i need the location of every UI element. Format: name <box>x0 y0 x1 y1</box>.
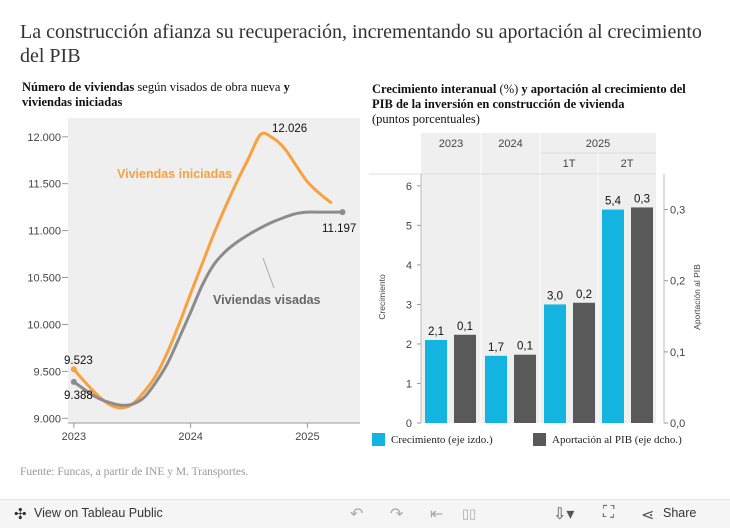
right-subtitle-normal-1: (%) <box>496 82 522 96</box>
bar-contribution <box>514 354 536 423</box>
left-subtitle-bold-2: y viviendas iniciadas <box>22 80 290 109</box>
label-iniciadas-first: 9.523 <box>64 355 93 367</box>
redo-icon[interactable]: ↷ <box>390 506 404 523</box>
x-tick-label: 2024 <box>178 431 202 443</box>
legend-contribution-swatch <box>533 433 546 446</box>
x-tick-label: 2025 <box>295 431 319 443</box>
y-tick-label: 3 <box>406 299 412 311</box>
bar-growth-label: 3,0 <box>547 290 563 302</box>
bar-contribution-label: 0,1 <box>457 321 473 333</box>
tableau-footer: ✣ View on Tableau Public ↶ ↷ ⇤ ▯▯ ⇩▾ ⛶ ⋖… <box>0 499 730 528</box>
series-label-visadas: Viviendas visadas <box>213 293 321 307</box>
y2-tick-label: 0,3 <box>670 205 685 217</box>
y2-tick-label: 0,1 <box>670 347 685 359</box>
bar-growth <box>425 340 447 423</box>
y-tick-label: 4 <box>406 260 412 272</box>
point-iniciadas-first <box>70 366 77 373</box>
header-year: 2023 <box>439 138 463 150</box>
header-quarter: 2T <box>621 158 634 170</box>
bar-growth <box>544 304 566 423</box>
y-tick-label: 5 <box>406 220 412 232</box>
header-year: 2025 <box>586 138 610 150</box>
bar-chart: 2023 2024 2025 1T 2T 0 1 2 3 4 5 6 Crecimiento 0,0 0,1… <box>369 133 702 430</box>
bar-growth-label: 2,1 <box>428 326 444 338</box>
x-tick-label: 2023 <box>62 431 86 443</box>
series-line-iniciadas <box>72 131 333 410</box>
y-tick-label: 2 <box>406 339 412 351</box>
fullscreen-icon[interactable]: ⛶ <box>603 504 615 521</box>
bar-contribution-label: 0,2 <box>576 289 592 301</box>
legend-growth-label: Crecimiento (eje izdo.) <box>391 434 493 446</box>
y2-tick-label: 0,0 <box>670 418 685 430</box>
left-subtitle-bold-1: Número de viviendas <box>22 80 135 94</box>
source-note: Fuente: Funcas, a partir de INE y M. Tra… <box>20 466 249 478</box>
series-line-visadas <box>72 210 344 407</box>
download-icon[interactable]: ⇩▾ <box>553 506 575 523</box>
y-tick-label: 6 <box>406 181 412 193</box>
legend-growth: Crecimiento (eje izdo.) <box>372 433 493 446</box>
y-tick-label: 10.500 <box>27 273 61 285</box>
y-tick-label: 11.500 <box>28 179 61 191</box>
line-chart: 9.000 9.500 10.000 10.500 11.000 11.500 12.000… <box>27 118 360 443</box>
tableau-logo-icon: ✣ <box>14 506 27 523</box>
series-label-iniciadas: Viviendas iniciadas <box>117 167 232 181</box>
y-tick-label: 0 <box>406 418 412 430</box>
y-tick-label: 11.000 <box>28 226 61 238</box>
view-on-tableau-link[interactable]: View on Tableau Public <box>34 506 163 520</box>
y-tick-label: 10.000 <box>27 319 61 331</box>
legend-growth-swatch <box>372 433 385 446</box>
revert-icon[interactable]: ⇤ <box>430 506 444 523</box>
bar-growth-label: 1,7 <box>488 342 504 354</box>
bar-contribution <box>573 302 595 423</box>
share-icon[interactable]: ⋖ <box>641 507 655 524</box>
y2-tick-label: 0,2 <box>670 276 685 288</box>
bar-contribution <box>454 334 476 423</box>
header-quarter: 1T <box>563 158 576 170</box>
bar-contribution-label: 0,3 <box>634 193 650 205</box>
undo-icon[interactable]: ↶ <box>350 506 364 523</box>
bar-growth-label: 5,4 <box>605 196 622 208</box>
y-tick-label: 12.000 <box>27 132 61 144</box>
y2-axis-title: Aportación al PIB <box>692 264 702 330</box>
y-axis-title: Crecimiento <box>377 274 387 320</box>
header-year: 2024 <box>498 138 522 150</box>
right-subtitle-bold: Crecimiento interanual <box>372 82 497 96</box>
share-button[interactable]: Share <box>663 506 697 520</box>
bar-growth <box>602 209 624 423</box>
right-subtitle-normal-2: (puntos porcentuales) <box>372 112 480 126</box>
pause-icon[interactable]: ▯▯ <box>462 506 477 521</box>
bar-contribution <box>631 207 653 423</box>
right-chart-subtitle: Crecimiento interanual (%) y aportación … <box>372 82 702 127</box>
legend-contribution-label: Aportación al PIB (eje dcho.) <box>552 434 682 446</box>
series-label-pointer <box>262 257 275 289</box>
line-plot-background <box>68 118 360 423</box>
point-visadas-last <box>339 209 346 216</box>
bar-growth <box>485 355 507 423</box>
label-visadas-first: 9.388 <box>64 390 93 402</box>
bar-contribution-label: 0,1 <box>517 341 533 353</box>
y-tick-label: 1 <box>406 378 412 390</box>
right-subtitle-bold-2: y aportación al crecimiento del PIB de l… <box>372 82 686 111</box>
label-iniciadas-peak: 12.026 <box>272 123 307 135</box>
label-visadas-last: 11.197 <box>322 223 356 235</box>
left-chart-subtitle: Número de viviendas según visados de obr… <box>22 80 322 110</box>
left-subtitle-normal: según visados de obra nueva <box>134 80 284 94</box>
legend-contribution: Aportación al PIB (eje dcho.) <box>533 433 682 446</box>
page-title: La construcción afianza su recuperación,… <box>20 21 702 67</box>
point-visadas-first <box>70 378 77 385</box>
y-tick-label: 9.500 <box>33 366 61 378</box>
y-tick-label: 9.000 <box>33 413 61 425</box>
